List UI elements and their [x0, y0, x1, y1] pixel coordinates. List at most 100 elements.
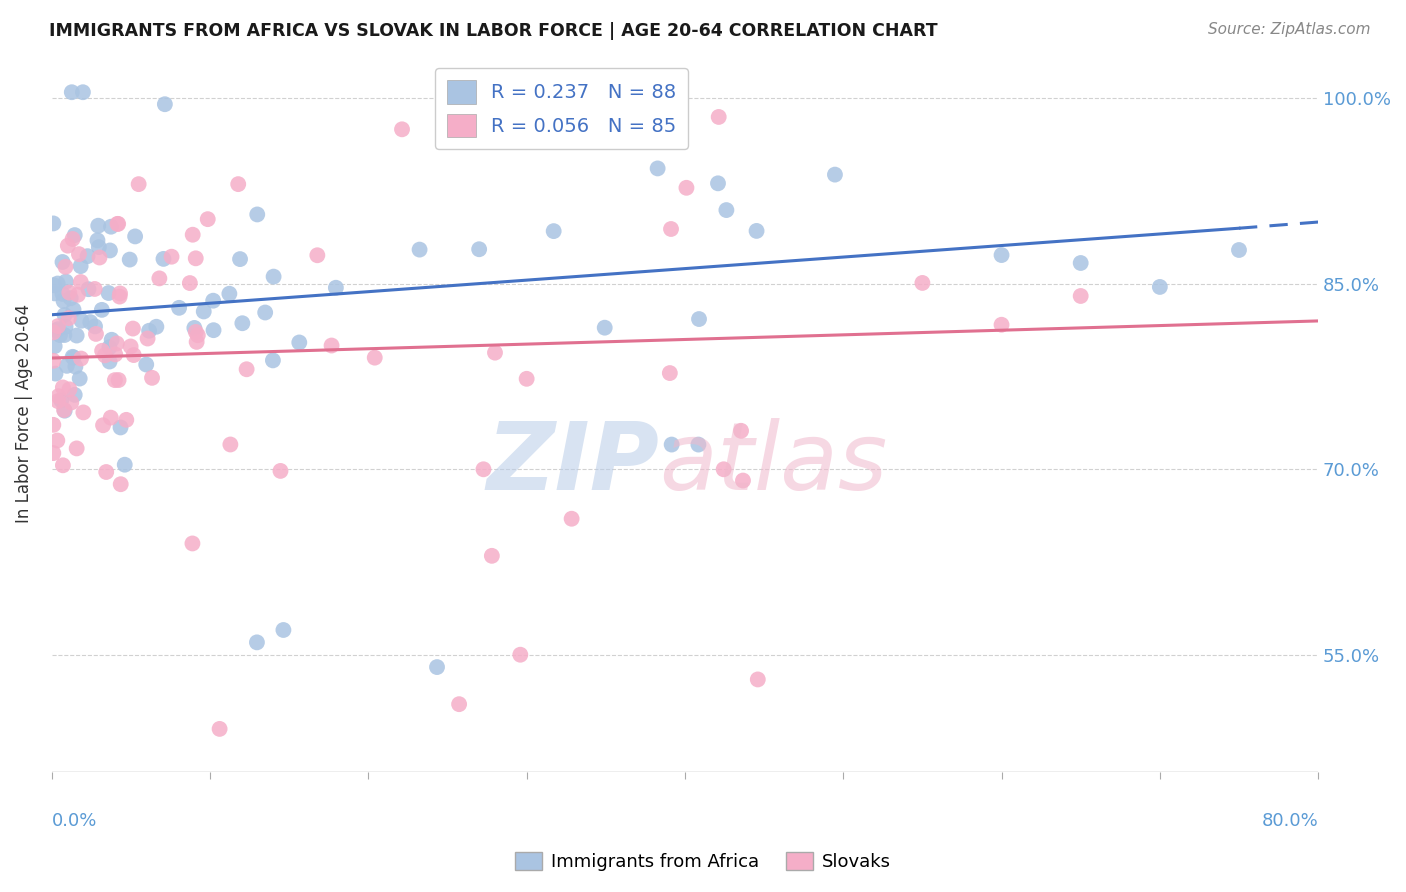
Point	[46, 322, 69, 336]
Point	[468, 242, 491, 256]
Point	[120, 339, 142, 353]
Point	[66, 287, 89, 301]
Point	[107, 373, 129, 387]
Point	[122, 321, 145, 335]
Point	[516, 372, 538, 386]
Point	[160, 250, 183, 264]
Point	[184, 325, 207, 339]
Point	[219, 437, 242, 451]
Text: 80.0%: 80.0%	[1261, 812, 1319, 830]
Point	[229, 252, 252, 266]
Point	[152, 252, 174, 266]
Point	[45, 323, 67, 337]
Point	[63, 228, 86, 243]
Point	[364, 351, 387, 365]
Text: Source: ZipAtlas.com: Source: ZipAtlas.com	[1208, 22, 1371, 37]
Point	[688, 437, 710, 451]
Point	[128, 177, 150, 191]
Point	[100, 333, 122, 347]
Point	[472, 462, 495, 476]
Point	[231, 316, 253, 330]
Point	[183, 321, 205, 335]
Point	[184, 252, 207, 266]
Point	[543, 224, 565, 238]
Point	[118, 252, 141, 267]
Point	[44, 286, 66, 301]
Point	[98, 244, 121, 258]
Point	[42, 278, 65, 293]
Point	[202, 293, 225, 308]
Point	[713, 462, 735, 476]
Point	[321, 338, 343, 352]
Point	[135, 358, 157, 372]
Point	[76, 249, 98, 263]
Point	[70, 314, 93, 328]
Point	[84, 319, 107, 334]
Point	[44, 339, 66, 353]
Point	[56, 359, 79, 373]
Point	[94, 348, 117, 362]
Point	[62, 232, 84, 246]
Point	[254, 305, 277, 319]
Point	[55, 260, 77, 274]
Point	[1227, 243, 1250, 257]
Point	[87, 219, 110, 233]
Point	[110, 477, 132, 491]
Point	[62, 350, 84, 364]
Point	[1070, 256, 1092, 270]
Text: ZIP: ZIP	[486, 417, 659, 510]
Legend: Immigrants from Africa, Slovaks: Immigrants from Africa, Slovaks	[508, 845, 898, 879]
Point	[104, 373, 127, 387]
Text: atlas: atlas	[659, 418, 887, 509]
Point	[745, 224, 768, 238]
Point	[263, 269, 285, 284]
Point	[108, 289, 131, 303]
Point	[658, 366, 681, 380]
Point	[246, 207, 269, 221]
Point	[1149, 280, 1171, 294]
Point	[58, 285, 80, 300]
Point	[167, 301, 190, 315]
Point	[235, 362, 257, 376]
Point	[262, 353, 284, 368]
Point	[51, 287, 73, 301]
Point	[66, 442, 89, 456]
Point	[72, 85, 94, 99]
Point	[145, 319, 167, 334]
Point	[70, 351, 93, 366]
Point	[688, 312, 710, 326]
Point	[730, 424, 752, 438]
Point	[42, 354, 65, 368]
Point	[79, 315, 101, 329]
Point	[83, 282, 105, 296]
Point	[96, 465, 118, 479]
Point	[42, 446, 65, 460]
Point	[51, 393, 73, 408]
Point	[108, 286, 131, 301]
Point	[90, 302, 112, 317]
Point	[110, 420, 132, 434]
Point	[136, 332, 159, 346]
Point	[138, 324, 160, 338]
Point	[72, 405, 94, 419]
Point	[45, 367, 67, 381]
Point	[58, 383, 80, 397]
Point	[911, 276, 934, 290]
Point	[53, 403, 76, 417]
Point	[661, 437, 683, 451]
Point	[52, 293, 75, 308]
Point	[593, 320, 616, 334]
Legend: R = 0.237   N = 88, R = 0.056   N = 85: R = 0.237 N = 88, R = 0.056 N = 85	[434, 69, 689, 149]
Point	[197, 212, 219, 227]
Point	[86, 233, 108, 247]
Point	[115, 413, 138, 427]
Point	[193, 304, 215, 318]
Point	[52, 458, 75, 473]
Point	[89, 251, 111, 265]
Point	[56, 238, 79, 252]
Point	[46, 319, 69, 334]
Point	[707, 177, 730, 191]
Text: 0.0%: 0.0%	[52, 812, 97, 830]
Point	[60, 395, 83, 409]
Point	[824, 168, 846, 182]
